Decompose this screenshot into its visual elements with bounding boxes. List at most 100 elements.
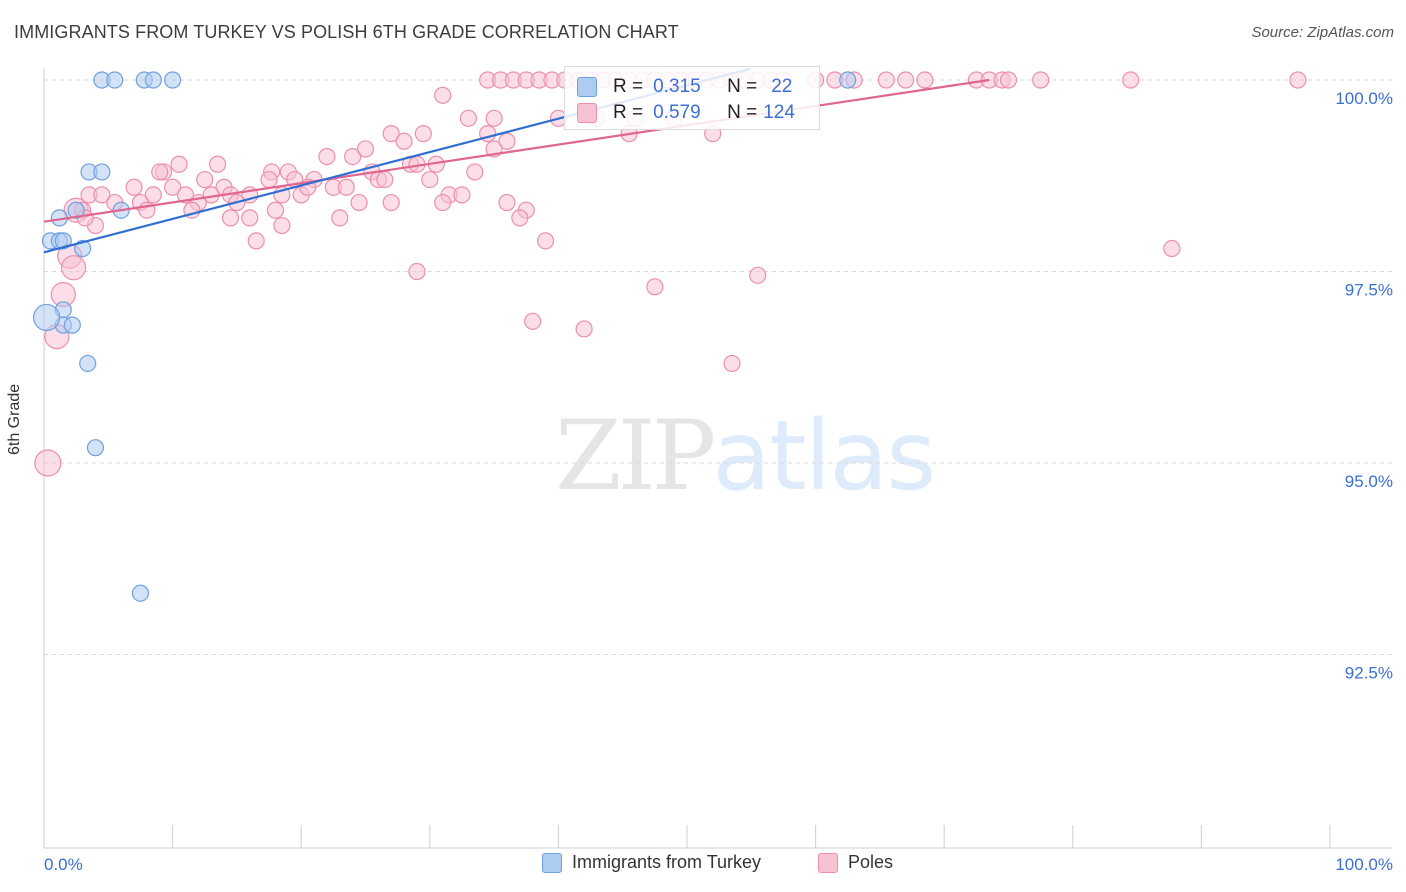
poles-point: [350, 193, 368, 212]
watermark: ZIPatlas: [555, 400, 936, 512]
stats-r-value-turkey: 0.315: [653, 76, 701, 97]
poles-point: [498, 132, 516, 150]
poles-point: [498, 193, 516, 212]
chart-title: IMMIGRANTS FROM TURKEY VS POLISH 6TH GRA…: [14, 22, 679, 42]
turkey-point: [73, 239, 92, 258]
poles-trend-line: [43, 78, 990, 223]
turkey-point: [93, 163, 111, 181]
legend-item-poles[interactable]: Poles: [818, 852, 893, 873]
y-tick-label: 97.5%: [1345, 281, 1393, 300]
poles-point: [273, 216, 291, 235]
stats-n-value-poles: 124: [763, 102, 795, 123]
poles-point: [260, 170, 278, 189]
poles-point: [1163, 239, 1181, 258]
poles-point: [395, 132, 413, 150]
turkey-point: [54, 232, 72, 250]
legend-label-poles: Poles: [848, 852, 894, 872]
axes: [43, 68, 1392, 849]
legend-label-turkey: Immigrants from Turkey: [572, 852, 762, 872]
poles-point: [485, 109, 503, 127]
poles-point: [144, 186, 162, 204]
poles-point: [221, 209, 240, 227]
stats-swatch-turkey: [577, 77, 597, 97]
poles-point: [125, 178, 143, 196]
poles-point: [376, 170, 394, 189]
poles-point: [60, 255, 87, 281]
poles-point: [453, 186, 471, 204]
x-tick-label: 100.0%: [1335, 855, 1393, 874]
turkey-points: [32, 71, 857, 602]
stats-r-label: R =: [613, 76, 644, 97]
poles-point: [209, 155, 227, 173]
poles-point: [897, 71, 915, 89]
stats-box: R = 0.315 N = 22 R = 0.579 N = 124: [564, 66, 820, 130]
tick-labels: 100.0% 97.5% 95.0% 92.5% 0.0% 100.0%: [44, 89, 1393, 874]
legend-swatch-turkey: [542, 852, 562, 873]
stats-row-poles: R = 0.579 N = 124: [577, 101, 795, 125]
poles-point: [344, 148, 362, 166]
turkey-point: [839, 71, 857, 89]
poles-point: [434, 86, 452, 104]
poles-point: [93, 186, 111, 204]
y-tick-label: 92.5%: [1345, 664, 1393, 683]
poles-point: [414, 125, 432, 143]
poles-point: [1122, 71, 1140, 89]
poles-point: [337, 178, 355, 196]
poles-point: [524, 312, 542, 330]
poles-point: [536, 232, 555, 250]
poles-point: [196, 170, 214, 189]
stats-n-value-turkey: 22: [771, 76, 793, 97]
turkey-point: [67, 201, 85, 219]
poles-point: [999, 71, 1018, 89]
poles-point: [646, 278, 664, 296]
poles-point: [749, 266, 767, 284]
y-tick-label: 100.0%: [1335, 89, 1393, 108]
source-label: Source: ZipAtlas.com: [1251, 24, 1394, 41]
stats-r-label: R =: [613, 102, 644, 123]
stats-n-label: N =: [727, 102, 758, 123]
poles-point: [1032, 71, 1050, 89]
legend-item-turkey[interactable]: Immigrants from Turkey: [542, 852, 761, 873]
turkey-point: [164, 71, 182, 89]
legend: Immigrants from Turkey Poles: [0, 852, 1406, 878]
turkey-point: [79, 354, 97, 373]
turkey-point: [32, 303, 61, 332]
watermark-atlas: atlas: [712, 400, 936, 512]
poles-points: [34, 71, 1307, 477]
poles-point: [408, 262, 426, 281]
poles-point: [151, 163, 169, 181]
poles-point: [34, 449, 62, 477]
poles-point: [266, 201, 285, 219]
stats-r-value-poles: 0.579: [653, 102, 701, 123]
poles-point: [511, 209, 529, 227]
poles-point: [916, 71, 934, 89]
y-tick-label: 95.0%: [1345, 472, 1393, 491]
x-tick-label: 0.0%: [44, 855, 83, 874]
poles-point: [382, 193, 400, 212]
poles-point: [331, 209, 349, 227]
turkey-point: [131, 584, 150, 602]
turkey-point: [86, 439, 105, 457]
poles-point: [434, 193, 452, 212]
turkey-point: [106, 71, 124, 89]
grid-lines: [44, 79, 1392, 655]
turkey-point: [63, 316, 81, 334]
poles-point: [575, 320, 593, 338]
poles-point: [421, 170, 439, 189]
poles-point: [164, 178, 182, 196]
poles-point: [247, 232, 265, 250]
poles-point: [241, 209, 259, 227]
poles-point: [466, 163, 484, 181]
poles-point: [1289, 71, 1307, 89]
watermark-zip: ZIP: [555, 400, 716, 512]
stats-swatch-poles: [577, 103, 597, 123]
poles-point: [877, 71, 895, 89]
poles-point: [723, 354, 741, 373]
poles-point: [170, 155, 188, 173]
turkey-point: [144, 71, 162, 89]
poles-point: [318, 148, 336, 166]
poles-point: [382, 125, 400, 143]
poles-point: [356, 140, 375, 158]
poles-point: [459, 109, 477, 127]
